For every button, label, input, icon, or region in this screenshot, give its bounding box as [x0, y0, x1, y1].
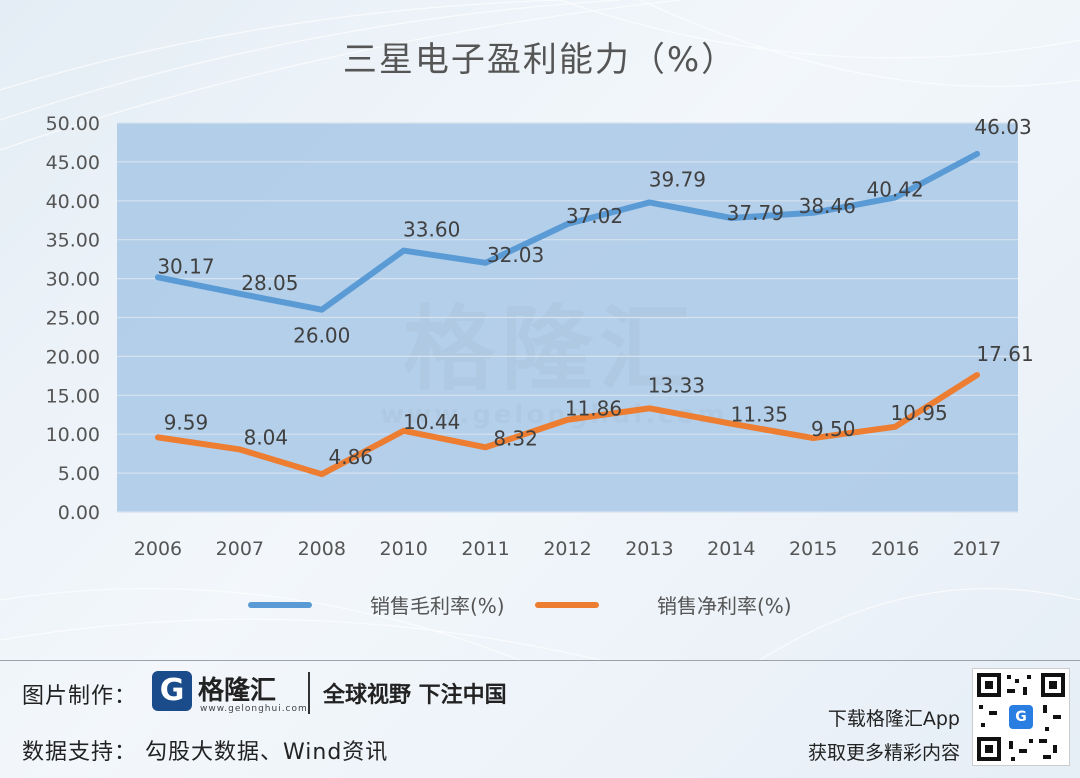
data-point	[566, 222, 569, 225]
y-tick-label: 15.00	[46, 385, 100, 407]
data-label: 30.17	[157, 254, 214, 278]
data-point	[238, 448, 241, 451]
series-layer	[154, 150, 981, 478]
legend-swatch-gross-margin	[248, 601, 312, 608]
y-tick-label: 10.00	[46, 424, 100, 446]
data-point	[648, 407, 651, 410]
legend-label-gross-margin: 销售毛利率(%)	[370, 594, 505, 618]
y-tick-label: 45.00	[46, 152, 100, 174]
x-tick-label: 2010	[380, 538, 428, 560]
x-tick-label: 2011	[461, 538, 509, 560]
slogan: 全球视野 下注中国	[323, 683, 507, 708]
data-point	[812, 437, 815, 440]
data-point	[566, 418, 569, 421]
x-axis-ticks: 2006 2007 2008 2010 2011 2012 2013 2014 2015 2016…	[134, 538, 1001, 560]
y-tick-label: 35.00	[46, 230, 100, 252]
data-point	[320, 473, 323, 476]
brand-logo-icon: G	[152, 671, 192, 711]
data-point	[320, 308, 323, 311]
y-tick-label: 5.00	[58, 463, 100, 485]
data-label: 4.86	[329, 445, 374, 469]
data-point	[730, 216, 733, 219]
data-label: 37.02	[566, 204, 623, 228]
brand-separator	[308, 672, 310, 714]
data-point	[402, 429, 405, 432]
x-tick-label: 2016	[871, 538, 919, 560]
y-tick-label: 50.00	[46, 113, 100, 135]
data-label: 13.33	[648, 373, 705, 397]
data-label: 46.03	[974, 115, 1031, 139]
chart-title: 三星电子盈利能力（%）	[342, 40, 738, 80]
data-point	[976, 152, 979, 155]
legend-item-net-margin: 销售净利率(%)	[535, 590, 792, 619]
x-tick-label: 2015	[789, 538, 837, 560]
data-label: 28.05	[241, 271, 298, 295]
y-tick-label: 40.00	[46, 191, 100, 213]
legend: 销售毛利率(%) 销售净利率(%)	[0, 590, 1080, 626]
data-point	[894, 196, 897, 199]
data-point	[484, 446, 487, 449]
data-point	[648, 201, 651, 204]
data-label: 33.60	[403, 218, 460, 242]
data-point	[156, 276, 159, 279]
data-label: 39.79	[649, 167, 706, 191]
qr-pattern	[977, 673, 1065, 761]
line-chart: 0.00 5.00 10.00 15.00 20.00 25.00 30.00 35.00 40…	[46, 113, 1034, 560]
x-tick-label: 2017	[953, 538, 1001, 560]
qr-code-icon[interactable]: G	[972, 668, 1070, 766]
data-label: 26.00	[293, 324, 350, 348]
footer-divider	[0, 660, 1080, 661]
data-point	[730, 422, 733, 425]
x-tick-label: 2014	[707, 538, 755, 560]
y-axis-ticks: 0.00 5.00 10.00 15.00 20.00 25.00 30.00 35.00 40…	[46, 113, 100, 524]
legend-item-gross-margin: 销售毛利率(%)	[248, 590, 505, 619]
data-label: 17.61	[976, 342, 1033, 366]
data-label: 10.95	[891, 401, 948, 425]
y-tick-label: 25.00	[46, 308, 100, 330]
data-point	[156, 436, 159, 439]
data-label: 32.03	[487, 243, 544, 267]
data-labels-layer: 30.17 28.05 26.00 33.60 32.03 37.02 39.79 37.79…	[157, 115, 1033, 469]
promo-content: 获取更多精彩内容	[807, 742, 960, 764]
data-point	[894, 425, 897, 428]
brand-name: 格隆汇	[198, 676, 277, 706]
qr-logo-icon: G	[1009, 705, 1033, 729]
data-point	[484, 261, 487, 264]
data-label: 8.04	[244, 425, 289, 449]
x-tick-label: 2013	[625, 538, 673, 560]
y-tick-label: 20.00	[46, 346, 100, 368]
data-label: 11.35	[731, 403, 788, 427]
data-label: 37.79	[727, 201, 784, 225]
legend-label-net-margin: 销售净利率(%)	[657, 594, 792, 618]
data-source-label: 数据支持： 勾股大数据、Wind资讯	[22, 740, 389, 765]
data-label: 9.50	[811, 417, 856, 441]
x-tick-label: 2006	[134, 538, 182, 560]
brand-url: www.gelonghui.com	[200, 704, 308, 714]
legend-swatch-net-margin	[535, 601, 599, 608]
data-label: 10.44	[403, 410, 460, 434]
x-tick-label: 2007	[216, 538, 264, 560]
data-point	[402, 249, 405, 252]
y-tick-label: 0.00	[58, 502, 100, 524]
data-label: 38.46	[799, 194, 856, 218]
y-tick-label: 30.00	[46, 269, 100, 291]
x-tick-label: 2008	[298, 538, 346, 560]
data-label: 8.32	[493, 426, 538, 450]
x-tick-label: 2012	[543, 538, 591, 560]
data-label: 40.42	[867, 178, 924, 202]
data-point	[238, 292, 241, 295]
data-point	[812, 211, 815, 214]
credit-label: 图片制作：	[22, 684, 138, 709]
promo-download: 下载格隆汇App	[827, 708, 960, 730]
data-label: 9.59	[164, 410, 209, 434]
data-label: 11.86	[565, 397, 622, 421]
data-point	[976, 373, 979, 376]
